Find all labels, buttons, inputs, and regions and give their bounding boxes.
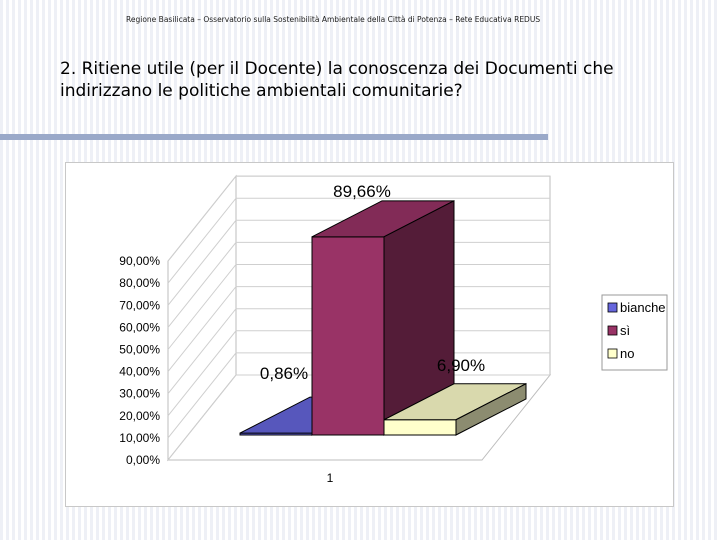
y-tick-label: 90,00% xyxy=(119,254,160,268)
slide-title: 2. Ritiene utile (per il Docente) la con… xyxy=(60,58,700,102)
x-tick-label: 1 xyxy=(327,471,334,485)
bar-front xyxy=(383,419,457,436)
y-tick-label: 30,00% xyxy=(119,387,160,401)
gridline xyxy=(167,197,550,284)
legend-label-bianche: bianche xyxy=(620,300,666,315)
legend-swatch-bianche xyxy=(607,302,618,313)
data-label-sì: 89,66% xyxy=(333,182,391,201)
y-tick-label: 20,00% xyxy=(119,409,160,423)
data-label-no: 6,90% xyxy=(437,356,485,375)
y-tick-label: 60,00% xyxy=(119,320,160,334)
bar-sì xyxy=(311,200,455,436)
bar-front xyxy=(311,236,385,436)
legend-swatch-sì xyxy=(607,325,618,336)
y-tick-label: 0,00% xyxy=(126,453,160,467)
title-divider xyxy=(0,134,548,140)
y-tick-label: 80,00% xyxy=(119,276,160,290)
y-tick-label: 50,00% xyxy=(119,343,160,357)
legend-swatch-no xyxy=(607,348,618,359)
y-tick-label: 40,00% xyxy=(119,365,160,379)
bar-no xyxy=(383,382,527,436)
y-tick-label: 10,00% xyxy=(119,431,160,445)
slide-header: Regione Basilicata – Osservatorio sulla … xyxy=(126,15,541,24)
legend-label-sì: sì xyxy=(620,323,630,338)
y-tick-label: 70,00% xyxy=(119,298,160,312)
data-label-bianche: 0,86% xyxy=(260,364,308,383)
legend-label-no: no xyxy=(620,346,634,361)
slide-title-line-2: indirizzano le politiche ambientali comu… xyxy=(60,81,463,101)
bar-side xyxy=(455,382,527,436)
slide-title-line-1: 2. Ritiene utile (per il Docente) la con… xyxy=(60,59,614,79)
gridline xyxy=(167,175,550,262)
legend: bianche sì no xyxy=(601,294,668,371)
